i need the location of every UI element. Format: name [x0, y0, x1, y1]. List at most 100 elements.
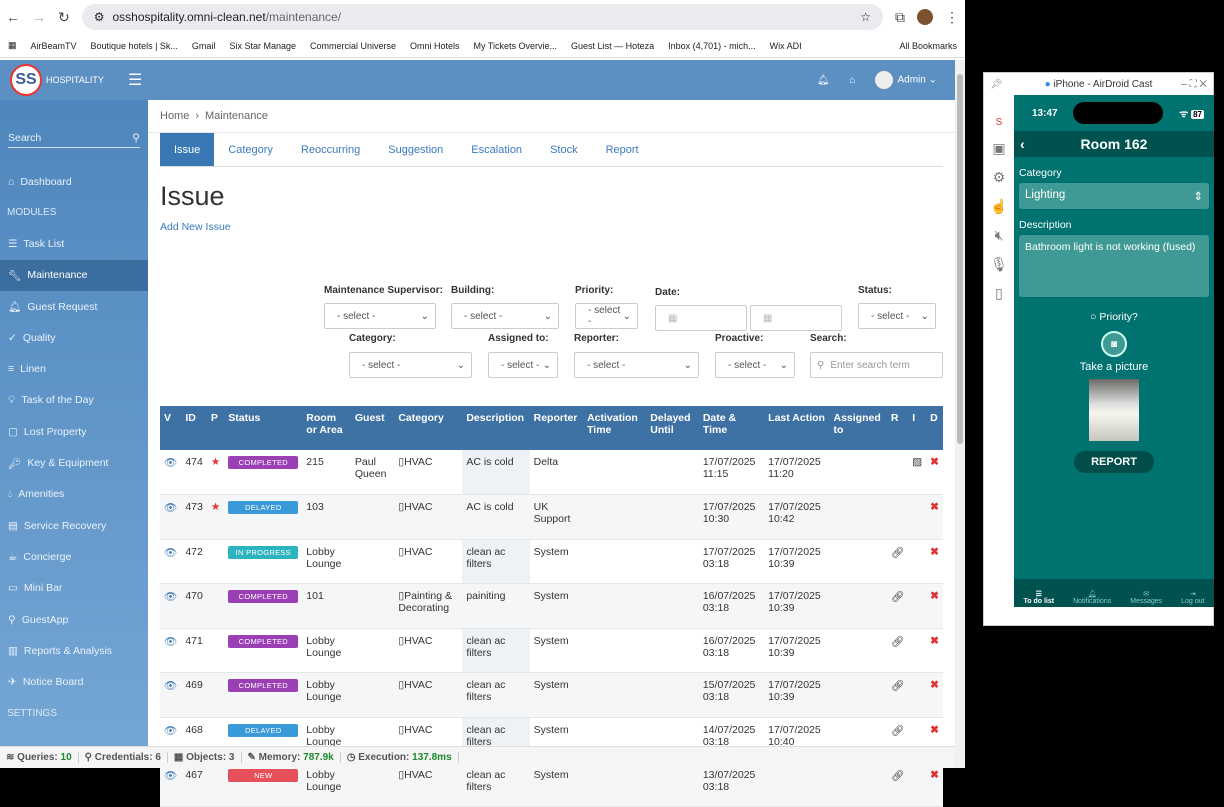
- sidebar-item-key-equipment[interactable]: 🔑︎ Key & Equipment: [0, 447, 148, 478]
- pin-icon[interactable]: 📌︎: [990, 78, 1003, 90]
- column-header[interactable]: R: [886, 406, 909, 450]
- search-input[interactable]: ⚲ Enter search term: [810, 352, 943, 378]
- tab-category[interactable]: Category: [228, 143, 273, 156]
- building-select[interactable]: - select - ⌄: [451, 303, 559, 329]
- tab-suggestion[interactable]: Suggestion: [388, 143, 444, 156]
- table-row[interactable]: 👁︎ 467 NEW Lobby Lounge ▯HVAC clean ac filter…: [160, 762, 943, 807]
- all-bookmarks[interactable]: All Bookmarks: [899, 40, 957, 51]
- sidebar-item-concierge[interactable]: ☕︎ Concierge: [0, 541, 148, 572]
- sidebar-item-mini-bar[interactable]: ▭ Mini Bar: [0, 573, 148, 604]
- tab-reoccurring[interactable]: Reoccurring: [300, 143, 361, 156]
- view-icon[interactable]: 👁︎: [164, 680, 178, 693]
- add-new-issue-link[interactable]: Add New Issue: [160, 221, 231, 233]
- view-icon[interactable]: 👁︎: [164, 546, 178, 559]
- bookmark-item[interactable]: AirBeamTV: [30, 40, 77, 51]
- bookmark-item[interactable]: Commercial Universe: [309, 40, 397, 51]
- bookmark-item[interactable]: Guest List — Hoteza: [571, 40, 655, 51]
- home-icon[interactable]: ⌂: [849, 74, 856, 86]
- column-header[interactable]: Room or Area: [302, 406, 351, 450]
- delete-icon[interactable]: ✖: [930, 724, 939, 737]
- photo-thumbnail[interactable]: [1089, 379, 1139, 441]
- sidebar-item-linen[interactable]: ≡ Linen: [0, 353, 148, 384]
- sidebar-item-service-recovery[interactable]: ▤ Service Recovery: [0, 510, 148, 541]
- star-icon[interactable]: ☆: [860, 10, 871, 24]
- sidebar-item-notice-board[interactable]: ✈ Notice Board: [0, 666, 148, 697]
- user-menu[interactable]: Admin ⌄: [875, 71, 937, 89]
- bookmark-item[interactable]: Six Star Manage: [229, 40, 296, 51]
- delete-icon[interactable]: ✖: [930, 501, 939, 514]
- mic-off-icon[interactable]: 🎙︎: [990, 256, 1008, 272]
- table-row[interactable]: 👁︎ 470 COMPLETED 101 ▯Painting & Decorating p…: [160, 583, 943, 629]
- forward-icon[interactable]: →: [32, 9, 46, 25]
- phone-tab-messages[interactable]: ✉ Messages: [1130, 590, 1162, 605]
- sidebar-item-quality[interactable]: ✓ Quality: [0, 322, 148, 353]
- view-icon[interactable]: 👁︎: [164, 591, 178, 604]
- delete-icon[interactable]: ✖: [930, 456, 939, 468]
- page-scrollbar[interactable]: [955, 60, 965, 768]
- tab-escalation[interactable]: Escalation: [471, 143, 523, 156]
- sidebar-item-lost-property[interactable]: ▢ Lost Property: [0, 416, 148, 447]
- sidebar-item-amenities[interactable]: 💧︎ Amenities: [0, 479, 148, 510]
- sidebar-item-guestapp[interactable]: ⚲ GuestApp: [0, 604, 148, 635]
- site-settings-icon[interactable]: ⚙: [93, 10, 105, 24]
- category-select[interactable]: - select - ⌄: [349, 352, 472, 378]
- delete-icon[interactable]: ✖: [930, 590, 939, 603]
- link-icon[interactable]: 🔗︎: [890, 680, 905, 693]
- breadcrumb-home[interactable]: Home: [160, 110, 190, 122]
- view-icon[interactable]: 👁︎: [164, 457, 178, 469]
- view-icon[interactable]: 👁︎: [164, 635, 178, 648]
- address-bar[interactable]: ⚙ osshospitality.omni-clean.net/maintena…: [81, 4, 883, 30]
- profile-avatar[interactable]: [917, 9, 933, 25]
- bell-icon[interactable]: 🔔︎: [816, 74, 830, 86]
- delete-icon[interactable]: ✖: [930, 634, 939, 647]
- bookmark-item[interactable]: Omni Hotels: [410, 40, 460, 51]
- view-icon[interactable]: 👁︎: [164, 502, 178, 515]
- bookmark-item[interactable]: Gmail: [191, 40, 216, 51]
- bookmark-item[interactable]: My Tickets Overvie...: [473, 40, 558, 51]
- view-icon[interactable]: 👁︎: [164, 725, 178, 738]
- view-icon[interactable]: 👁︎: [164, 769, 178, 782]
- reporter-select[interactable]: - select - ⌄: [574, 352, 699, 378]
- column-header[interactable]: V: [160, 406, 182, 450]
- table-row[interactable]: 👁︎ 474 ★ COMPLETED 215 Paul Queen ▯HVAC AC is c…: [160, 450, 943, 496]
- table-row[interactable]: 👁︎ 472 IN PROGRESS Lobby Lounge ▯HVAC clean a…: [160, 539, 943, 585]
- delete-icon[interactable]: ✖: [930, 545, 939, 558]
- sidebar-item-task-list[interactable]: ☰ Task List: [0, 228, 148, 259]
- column-header[interactable]: Delayed Until: [646, 406, 699, 450]
- logo[interactable]: SS HOSPITALITY: [0, 64, 148, 96]
- screenshot-icon[interactable]: ▣: [992, 140, 1006, 156]
- column-header[interactable]: Assigned to: [829, 406, 887, 450]
- date-to-input[interactable]: ▦: [750, 305, 842, 331]
- report-button[interactable]: REPORT: [1074, 451, 1154, 473]
- table-row[interactable]: 👁︎ 471 COMPLETED Lobby Lounge ▯HVAC clean ac …: [160, 628, 943, 674]
- bookmark-item[interactable]: Wix ADI: [769, 40, 802, 51]
- link-icon[interactable]: 🔗︎: [890, 591, 905, 604]
- category-picker[interactable]: Lighting ⇕: [1019, 183, 1209, 209]
- bookmark-item[interactable]: Boutique hotels | Sk...: [90, 40, 178, 51]
- column-header[interactable]: Date & Time: [698, 406, 765, 450]
- link-icon[interactable]: 🔗︎: [890, 769, 905, 782]
- assigned-to-select[interactable]: - select - ⌄: [488, 352, 558, 378]
- column-header[interactable]: Description: [462, 406, 530, 450]
- phone-tab-notifications[interactable]: 🔔︎ Notifications: [1073, 590, 1111, 605]
- date-from-input[interactable]: ▦: [655, 305, 747, 331]
- mute-icon[interactable]: 🔇︎: [994, 227, 1004, 243]
- menu-icon[interactable]: ⋮: [945, 8, 959, 25]
- gear-icon[interactable]: ⚙: [992, 169, 1006, 185]
- link-icon[interactable]: 🔗︎: [890, 546, 905, 559]
- app-icon[interactable]: S: [995, 117, 1003, 128]
- sidebar-item-task-of-the-day[interactable]: 💡︎ Task of the Day: [0, 385, 148, 416]
- back-icon[interactable]: ←: [6, 9, 20, 25]
- reload-icon[interactable]: ↻: [58, 8, 70, 25]
- rotate-icon[interactable]: ▯: [995, 285, 1003, 301]
- column-header[interactable]: Reporter: [529, 406, 584, 450]
- column-header[interactable]: Status: [224, 406, 303, 450]
- proactive-select[interactable]: - select - ⌄: [715, 352, 795, 378]
- link-icon[interactable]: 🔗︎: [890, 635, 905, 648]
- sidebar-search[interactable]: Search ⚲: [8, 132, 140, 148]
- apps-icon[interactable]: ▦: [8, 40, 17, 50]
- extensions-icon[interactable]: ⧉: [895, 8, 905, 25]
- description-textarea[interactable]: Bathroom light is not working (fused): [1019, 235, 1209, 297]
- status-select[interactable]: - select - ⌄: [858, 303, 936, 329]
- table-row[interactable]: 👁︎ 469 COMPLETED Lobby Lounge ▯HVAC clean ac …: [160, 672, 943, 719]
